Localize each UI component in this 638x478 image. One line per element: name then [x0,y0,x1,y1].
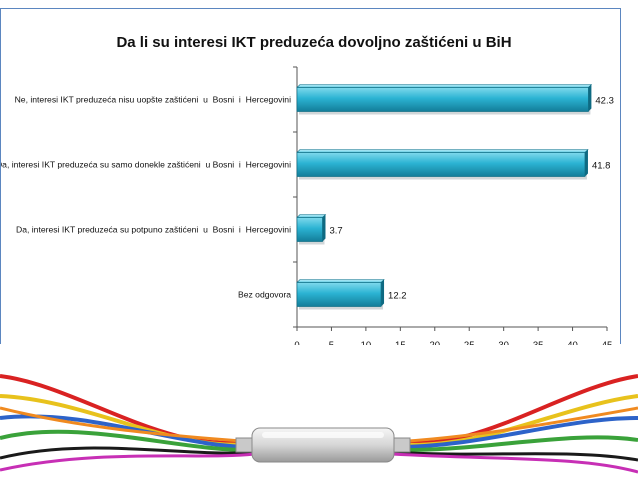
x-tick-label: 45 [602,340,613,345]
chart-title: Da li su interesi IKT preduzeća dovoljno… [116,34,511,51]
bar-top-facet [296,149,589,153]
bar-top-facet [296,214,327,218]
bar-value-label: 41.8 [592,161,611,172]
x-tick-label: 5 [329,340,334,345]
bar [296,217,323,242]
bar [296,87,589,112]
bar [296,152,586,177]
bar-side-facet [381,279,385,307]
bar-value-label: 12.2 [388,291,407,302]
bar-value-label: 42.3 [595,96,614,107]
x-tick-label: 10 [361,340,372,345]
bar-chart: Da li su interesi IKT preduzeća dovoljno… [1,34,614,345]
x-tick-label: 35 [533,340,544,345]
bar [296,282,382,307]
x-tick-label: 30 [498,340,509,345]
bar-side-facet [584,149,588,177]
category-label: Bez odgovora [238,290,291,300]
x-tick-label: 40 [567,340,578,345]
x-tick-label: 20 [429,340,440,345]
x-tick-label: 0 [294,340,299,345]
bar-value-label: 3.7 [329,226,342,237]
category-label: Da, interesi IKT preduzeća su potpuno za… [16,225,291,235]
chart-frame: Da li su interesi IKT preduzeća dovoljno… [0,8,621,345]
category-label: Ne, interesi IKT preduzeća nisu uopšte z… [15,95,292,105]
bar-side-facet [322,214,326,242]
category-label: Da, interesi IKT preduzeća su samo donek… [1,160,291,170]
x-tick-label: 15 [395,340,406,345]
x-tick-label: 25 [464,340,475,345]
decorative-cables-image [0,374,638,474]
bar-side-facet [588,84,592,112]
bar-top-facet [296,84,593,88]
bar-top-facet [296,279,385,283]
